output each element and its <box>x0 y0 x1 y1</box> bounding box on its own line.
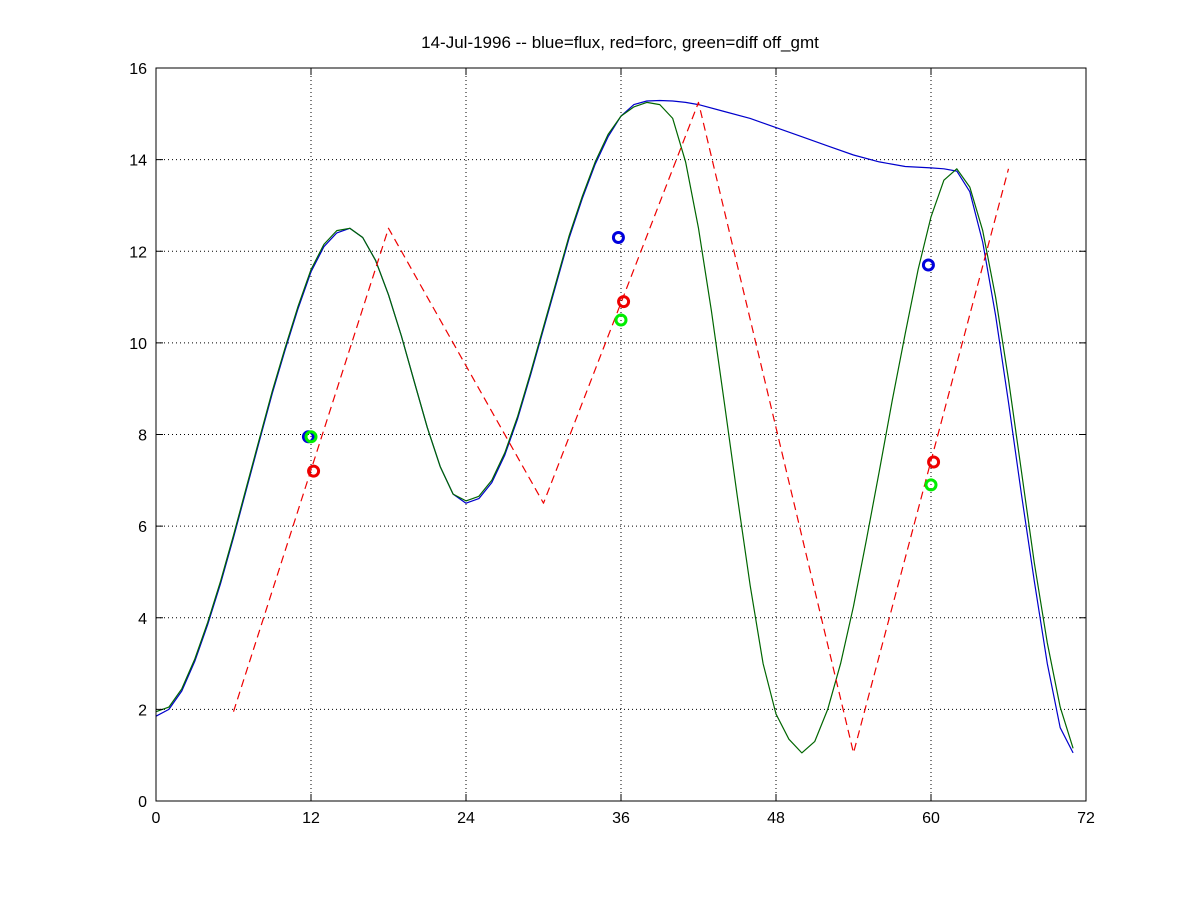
x-tick-label: 0 <box>152 810 161 827</box>
y-tick-label: 4 <box>138 611 147 628</box>
marker-point-2 <box>927 455 941 469</box>
y-tick-label: 0 <box>138 794 147 811</box>
x-tick-label: 72 <box>1077 810 1095 827</box>
x-tick-label: 48 <box>767 810 785 827</box>
y-tick-label: 6 <box>138 519 147 536</box>
marker-point-3 <box>304 430 318 444</box>
y-tick-label: 12 <box>129 244 147 261</box>
series-line-3 <box>232 101 1010 754</box>
markers <box>301 231 941 492</box>
y-tick-label: 8 <box>138 428 147 445</box>
series-line-1 <box>155 99 1074 754</box>
marker-point-1 <box>921 258 935 272</box>
x-tick-label: 12 <box>302 810 320 827</box>
marker-point-2 <box>617 295 631 309</box>
y-tick-label: 14 <box>129 153 147 170</box>
y-tick-label: 16 <box>129 61 147 78</box>
grid-lines <box>156 68 1086 801</box>
marker-point-1 <box>611 231 625 245</box>
series-line-2 <box>155 101 1074 754</box>
marker-point-3 <box>924 478 938 492</box>
x-tick-label: 36 <box>612 810 630 827</box>
marker-point-3 <box>614 313 628 327</box>
x-tick-label: 60 <box>922 810 940 827</box>
y-tick-label: 10 <box>129 336 147 353</box>
marker-point-2 <box>307 464 321 478</box>
chart-title: 14-Jul-1996 -- blue=flux, red=forc, gree… <box>421 33 819 52</box>
y-tick-label: 2 <box>138 702 147 719</box>
x-tick-label: 24 <box>457 810 475 827</box>
series-lines <box>155 99 1074 754</box>
